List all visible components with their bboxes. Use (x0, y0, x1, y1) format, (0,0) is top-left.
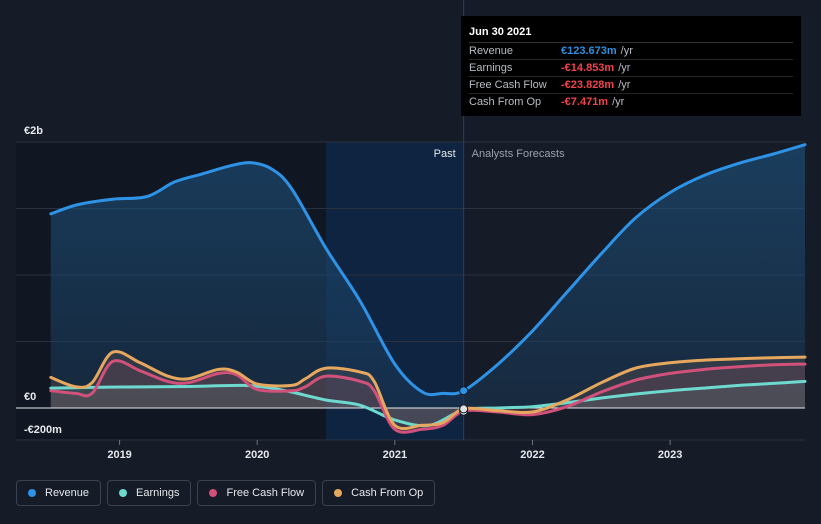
tooltip-label: Cash From Op (469, 96, 542, 108)
cash-from-op-line (49, 349, 807, 431)
x-tick-label: 2020 (245, 449, 269, 461)
tooltip-value: -€7.471m (561, 96, 609, 108)
revenue-marker (459, 386, 469, 396)
tooltip-value: €123.673m (561, 45, 617, 57)
legend-item-earnings[interactable]: Earnings (107, 480, 192, 506)
tooltip-unit: /yr (612, 96, 625, 108)
y-tick-label: €0 (24, 391, 36, 403)
earnings-dot-icon (119, 489, 128, 497)
earnings-area (50, 381, 805, 426)
earnings-line (49, 379, 807, 428)
x-tick-label: 2022 (520, 449, 544, 461)
tooltip-row-cash-from-op: Cash From Op -€7.471m /yr (469, 94, 793, 110)
tooltip-label: Free Cash Flow (469, 79, 547, 91)
chart-tooltip: Jun 30 2021 Revenue €123.673m /yr Earnin… (461, 16, 801, 116)
cash-from-op-marker (459, 404, 469, 414)
tooltip-date: Jun 30 2021 (469, 24, 793, 43)
free-cash-flow-line (49, 359, 807, 434)
free-cash-flow-area (50, 360, 805, 433)
cash-from-op-dot-icon (334, 489, 343, 497)
chart-legend: Revenue Earnings Free Cash Flow Cash Fro… (16, 480, 436, 506)
tooltip-label: Revenue (469, 45, 514, 57)
legend-label: Earnings (136, 487, 180, 499)
x-tick-label: 2021 (383, 449, 407, 461)
tooltip-unit: /yr (620, 45, 633, 57)
legend-label: Free Cash Flow (226, 487, 305, 499)
revenue-area (50, 144, 805, 408)
revenue-dot-icon (28, 489, 36, 497)
legend-item-free-cash-flow[interactable]: Free Cash Flow (197, 480, 317, 506)
y-tick-label: -€200m (24, 424, 62, 436)
tooltip-unit: /yr (618, 62, 631, 74)
x-tick-label: 2019 (107, 449, 131, 461)
legend-label: Revenue (45, 487, 90, 499)
revenue-line (49, 143, 807, 397)
legend-item-cash-from-op[interactable]: Cash From Op (322, 480, 436, 506)
legend-item-revenue[interactable]: Revenue (16, 480, 102, 506)
legend-label: Cash From Op (351, 487, 424, 499)
tooltip-value: -€23.828m (561, 79, 615, 91)
x-tick-label: 2023 (658, 449, 682, 461)
tooltip-label: Earnings (469, 62, 513, 74)
y-tick-label: €2b (24, 125, 43, 137)
tooltip-row-earnings: Earnings -€14.853m /yr (469, 60, 793, 77)
tooltip-row-revenue: Revenue €123.673m /yr (469, 43, 793, 60)
forecast-label: Analysts Forecasts (472, 148, 565, 160)
tooltip-value: -€14.853m (561, 62, 615, 74)
tooltip-unit: /yr (618, 79, 631, 91)
tooltip-row-free-cash-flow: Free Cash Flow -€23.828m /yr (469, 77, 793, 94)
free-cash-flow-dot-icon (209, 489, 218, 497)
past-label: Past (434, 148, 456, 160)
